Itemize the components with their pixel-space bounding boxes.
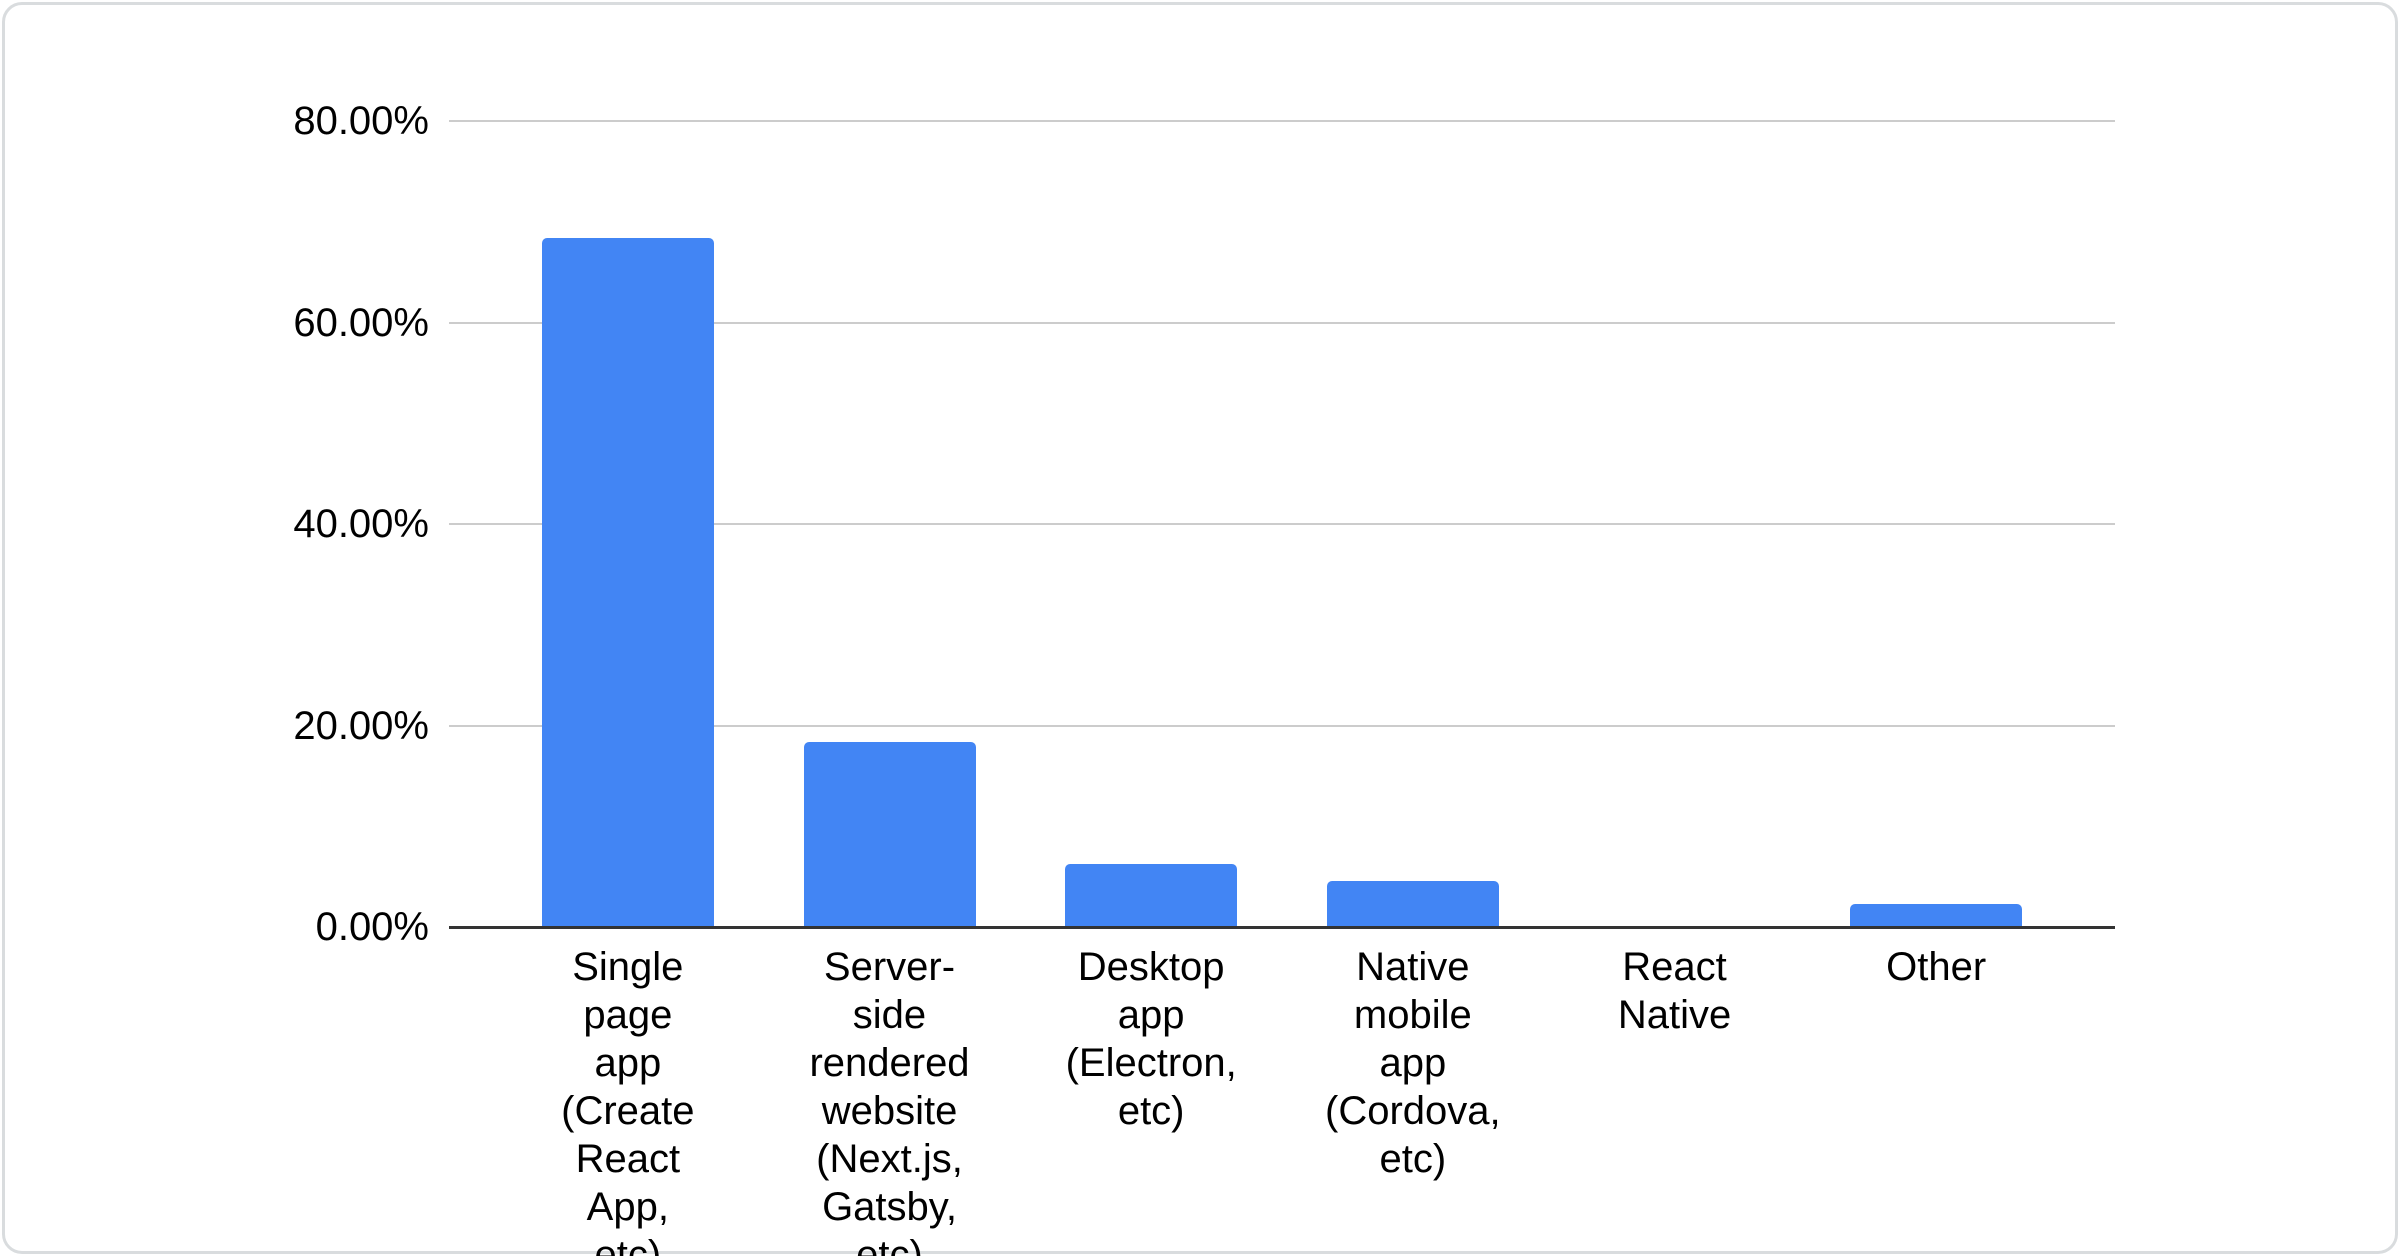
column-desktop-app-electron: Desktop app (Electron, etc) bbox=[1020, 121, 1282, 1133]
plot-area: 80.00% 60.00% 40.00% 20.00% 0.00% Single pag… bbox=[293, 101, 2115, 1256]
bar-native-mobile-app bbox=[1326, 880, 1499, 927]
y-tick-label-0: 0.00% bbox=[315, 905, 429, 949]
column-other: Other bbox=[1805, 121, 2067, 989]
column-native-mobile-app: Native mobile app (Cordova, etc) bbox=[1282, 121, 1544, 1181]
y-gridline-60 bbox=[449, 321, 2115, 324]
y-gridline-80 bbox=[449, 120, 2115, 122]
y-tick-label-40: 40.00% bbox=[293, 502, 429, 546]
bar-desktop-app-electron bbox=[1065, 863, 1238, 927]
y-tick-label-80: 80.00% bbox=[293, 99, 429, 143]
column-single-page-app: Single page app (Create React App, etc) bbox=[497, 121, 759, 1256]
bar-server-side-rendered bbox=[803, 741, 976, 927]
bar-single-page-app bbox=[541, 237, 714, 927]
y-tick-label-60: 60.00% bbox=[293, 300, 429, 345]
bar-other bbox=[1850, 903, 2023, 927]
x-tick-label-react-native: React Native bbox=[1617, 945, 1732, 1037]
x-tick-label-desktop-app-electron: Desktop app (Electron, etc) bbox=[1065, 945, 1237, 1133]
x-tick-label-server-side-rendered: Server-side rendered website (Next.js, G… bbox=[809, 945, 970, 1256]
column-server-side-rendered: Server-side rendered website (Next.js, G… bbox=[759, 121, 1021, 1256]
x-tick-label-native-mobile-app: Native mobile app (Cordova, etc) bbox=[1325, 945, 1501, 1181]
y-tick-label-20: 20.00% bbox=[293, 703, 429, 748]
y-gridline-20 bbox=[449, 724, 2115, 727]
x-axis-baseline bbox=[449, 926, 2115, 929]
bars-layer: Single page app (Create React App, etc) S… bbox=[497, 121, 2067, 1256]
x-tick-label-other: Other bbox=[1886, 945, 1987, 989]
y-gridline-40 bbox=[449, 523, 2115, 525]
x-tick-label-single-page-app: Single page app (Create React App, etc) bbox=[561, 945, 695, 1256]
column-react-native: React Native bbox=[1544, 121, 1806, 1037]
